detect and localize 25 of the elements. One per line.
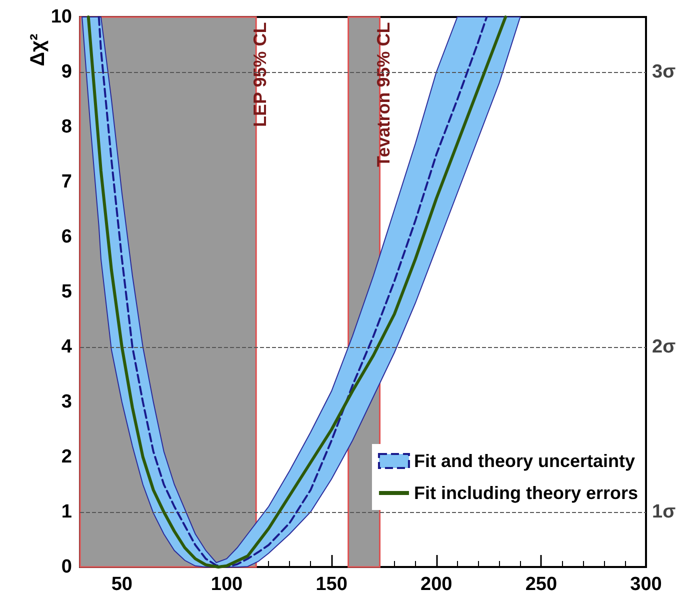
ref-line-label: 1σ	[652, 502, 676, 522]
y-tick-label: 4	[61, 336, 72, 358]
y-tick-label: 10	[50, 6, 72, 28]
y-tick-label: 3	[61, 392, 72, 412]
ref-line-label: 3σ	[652, 62, 676, 82]
x-tick-label: 200	[420, 574, 452, 595]
band-label: LEP 95% CL	[250, 22, 270, 127]
y-tick-label: 2	[61, 446, 72, 468]
y-tick-label: 6	[61, 226, 72, 248]
legend-label: Fit and theory uncertainty	[414, 451, 636, 471]
x-tick-label: 100	[210, 574, 243, 595]
y-tick-label: 5	[61, 282, 72, 302]
y-axis-title: Δχ²	[27, 33, 49, 66]
x-tick-label: 150	[316, 574, 348, 595]
band-label: Tevatron 95% CL	[374, 22, 394, 167]
x-tick-label: 50	[111, 574, 132, 595]
legend-label: Fit including theory errors	[414, 483, 638, 503]
x-tick-label: 300	[630, 574, 662, 595]
y-tick-label: 8	[61, 116, 72, 138]
y-tick-label: 0	[61, 556, 72, 578]
y-tick-label: 1	[61, 502, 72, 522]
x-tick-label: 250	[525, 574, 558, 595]
ref-line-label: 2σ	[652, 336, 676, 358]
y-tick-label: 7	[61, 172, 72, 192]
y-tick-label: 9	[61, 62, 72, 82]
